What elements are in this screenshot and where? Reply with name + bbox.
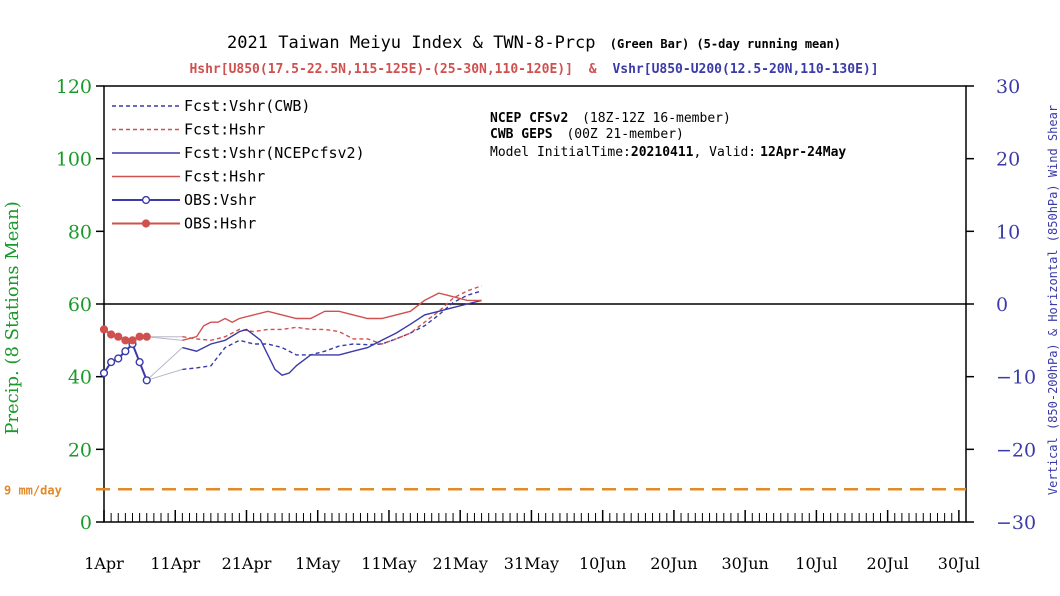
subtitle-vshr: Vshr[U850-U200(12.5-20N,110-130E)] (612, 62, 878, 77)
x-tick-label: 10Jun (579, 554, 626, 573)
chart-title-main: 2021 Taiwan Meiyu Index & TWN-8-Prcp (227, 33, 595, 53)
axes: 0 20 40 60 80 100 120 −30 −20 −10 0 10 20 30 1Apr 11Apr… (4, 76, 1036, 573)
x-tick-label: 30Jul (938, 554, 980, 573)
y-tick-label-left: 60 (68, 294, 92, 316)
annotation-line-1: NCEP CFSv2 (18Z-12Z 16-member) (490, 111, 731, 126)
x-tick-label: 1Apr (84, 554, 124, 573)
y-tick-label-right: −10 (996, 367, 1036, 389)
annotation-init-prefix: Model InitialTime: (490, 145, 631, 160)
y-tick-label-right: 0 (996, 294, 1008, 316)
x-tick-label: 10Jul (795, 554, 837, 573)
series-line-1 (182, 285, 482, 345)
annotation-init-time: 20210411 (631, 145, 694, 160)
series-line-2 (182, 299, 482, 376)
annotation-model-2: CWB GEPS (490, 127, 553, 142)
series-point-4 (121, 347, 130, 356)
legend-marker (141, 195, 151, 205)
annotation-model-1: NCEP CFSv2 (490, 111, 568, 126)
series-point-5 (128, 336, 137, 345)
obs-to-forecast-connector (146, 336, 183, 341)
x-tick-label: 1May (295, 554, 340, 573)
y-tick-label-left: 0 (80, 512, 92, 534)
subtitle-amp: & (589, 62, 597, 77)
series-point-5 (142, 332, 151, 341)
y-tick-label-right: 20 (996, 149, 1020, 171)
legend: Fcst:Vshr(CWB) Fcst:Hshr Fcst:Vshr(NCEPcfs… (112, 97, 365, 233)
legend-label: Fcst:Vshr(CWB) (184, 97, 310, 115)
annotation-valid-range: 12Apr-24May (760, 145, 846, 160)
y-tick-label-right: −20 (996, 439, 1036, 461)
legend-label: Fcst:Hshr (184, 168, 265, 186)
annotation-line-3: Model InitialTime:20210411, Valid: 12Apr-… (490, 145, 846, 160)
series-point-5 (121, 336, 130, 345)
y-tick-label-right: 10 (996, 221, 1020, 243)
y-axis-label-right: Vertical (850-200hPa) & Horizontal (850h… (1046, 105, 1060, 495)
annotation-line-2: CWB GEPS (00Z 21-member) (490, 127, 684, 142)
series-point-5 (114, 332, 123, 341)
legend-label: Fcst:Vshr(NCEPcfsv2) (184, 144, 365, 162)
series-point-5 (135, 332, 144, 341)
series-point-4 (99, 368, 109, 378)
annotation-model-1-info: (18Z-12Z 16-member) (582, 111, 731, 126)
y-tick-label-left: 120 (56, 76, 92, 98)
y-tick-label-right: −30 (996, 512, 1036, 534)
series-layer (99, 285, 482, 385)
chart-title: 2021 Taiwan Meiyu Index & TWN-8-Prcp (Gr… (227, 33, 841, 53)
x-tick-label: 30Jun (721, 554, 768, 573)
x-tick-label: 11Apr (150, 554, 200, 573)
series-point-5 (107, 330, 116, 339)
obs-to-forecast-connector (146, 347, 183, 381)
annotation-valid-prefix: , Valid: (694, 145, 757, 160)
y-tick-label-right: 30 (996, 76, 1020, 98)
y-axis-label-left: Precip. (8 Stations Mean) (2, 201, 23, 434)
series-line-3 (182, 292, 482, 341)
chart-subtitle: Hshr[U850(17.5-22.5N,115-125E)-(25-30N,1… (189, 62, 878, 77)
y-tick-label-left: 80 (68, 221, 92, 243)
x-tick-label: 11May (361, 554, 416, 573)
series-point-4 (107, 358, 116, 367)
legend-label: OBS:Vshr (184, 191, 256, 209)
series-point-4 (114, 354, 123, 363)
reference-line-label: 9 mm/day (4, 483, 62, 497)
series-point-4 (135, 358, 144, 367)
y-tick-label-left: 40 (68, 367, 92, 389)
annotation-model-2-info: (00Z 21-member) (566, 127, 683, 142)
legend-marker (141, 219, 151, 228)
subtitle-hshr: Hshr[U850(17.5-22.5N,115-125E)-(25-30N,1… (189, 62, 573, 77)
series-point-4 (142, 376, 151, 385)
x-tick-label: 21Apr (222, 554, 272, 573)
legend-label: Fcst:Hshr (184, 121, 265, 139)
series-line-0 (182, 290, 482, 371)
x-tick-label: 20Jul (867, 554, 909, 573)
y-tick-label-left: 20 (68, 439, 92, 461)
legend-label: OBS:Hshr (184, 215, 256, 233)
series-point-5 (99, 325, 109, 334)
x-tick-label: 31May (504, 554, 559, 573)
x-tick-label: 21May (433, 554, 488, 573)
chart-title-suffix: (Green Bar) (5-day running mean) (610, 37, 841, 51)
x-tick-label: 20Jun (650, 554, 697, 573)
obs-to-forecast-connector (146, 368, 183, 381)
y-tick-label-left: 100 (56, 149, 92, 171)
